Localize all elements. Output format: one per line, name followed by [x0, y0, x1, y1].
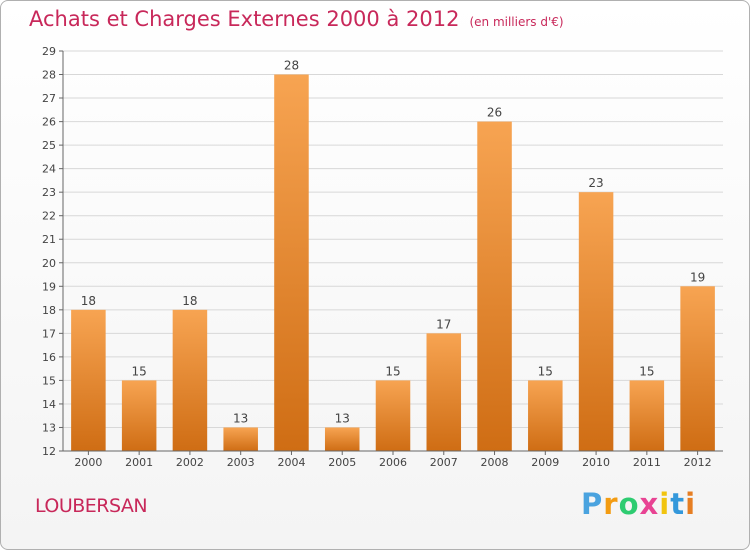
- bar: [680, 286, 715, 451]
- x-tick-label: 2004: [277, 456, 305, 469]
- x-tick-label: 2001: [125, 456, 153, 469]
- data-label: 15: [538, 364, 553, 378]
- y-tick-label: 27: [42, 92, 56, 105]
- y-tick-label: 25: [42, 139, 56, 152]
- data-label: 19: [690, 270, 705, 284]
- y-tick-label: 29: [42, 45, 56, 58]
- y-axis-ticks: 12 13 14 15 16 17 18 19 20 21 22 23 24 25 26 27 28 29: [42, 45, 63, 458]
- x-axis-ticks: 2000 2001 2002 2003 2004 2005 2006 2007 2008 2009…: [74, 451, 712, 469]
- data-label: 23: [588, 176, 603, 190]
- x-tick-label: 2012: [684, 456, 712, 469]
- brand-letter: r: [603, 487, 619, 521]
- y-tick-label: 14: [42, 398, 56, 411]
- bar: [324, 427, 360, 451]
- commune-name: LOUBERSAN: [35, 495, 148, 517]
- bar: [629, 380, 665, 451]
- brand-letter: i: [685, 487, 697, 521]
- bar: [71, 309, 106, 451]
- chart-title-text: Achats et Charges Externes 2000 à 2012: [29, 7, 460, 31]
- y-tick-label: 19: [42, 280, 56, 293]
- bar: [274, 74, 309, 451]
- axes: [62, 51, 723, 452]
- x-tick-label: 2005: [328, 456, 356, 469]
- data-label: 15: [132, 364, 147, 378]
- x-tick-label: 2007: [430, 456, 458, 469]
- y-tick-label: 28: [42, 69, 56, 82]
- brand-letter: t: [670, 487, 686, 521]
- brand-logo: Proxiti: [581, 487, 696, 521]
- y-tick-label: 13: [42, 421, 56, 434]
- bar: [528, 380, 563, 451]
- data-label: 15: [639, 364, 654, 378]
- data-label: 17: [436, 317, 451, 331]
- y-tick-label: 17: [42, 327, 56, 340]
- y-tick-label: 16: [42, 351, 56, 364]
- bar: [477, 121, 512, 452]
- x-tick-label: 2009: [531, 456, 559, 469]
- chart-title: Achats et Charges Externes 2000 à 2012 (e…: [29, 7, 564, 31]
- x-tick-label: 2000: [74, 456, 102, 469]
- brand-letter: x: [639, 487, 660, 521]
- x-tick-label: 2003: [227, 456, 255, 469]
- y-tick-label: 22: [42, 210, 56, 223]
- x-tick-label: 2008: [481, 456, 509, 469]
- bar: [578, 192, 614, 452]
- brand-letter: i: [659, 487, 671, 521]
- bar: [172, 309, 208, 451]
- y-tick-label: 24: [42, 163, 56, 176]
- brand-letter: o: [618, 487, 640, 521]
- data-label: 13: [335, 411, 350, 425]
- y-tick-label: 18: [42, 304, 56, 317]
- y-tick-label: 26: [42, 116, 56, 129]
- bar: [121, 380, 157, 451]
- y-tick-label: 21: [42, 233, 56, 246]
- data-label: 28: [284, 59, 299, 73]
- bars: 18 15 18 13 28 13 15 17 26 15 23 15 19: [71, 59, 715, 452]
- bar: [375, 380, 411, 451]
- chart-subtitle: (en milliers d'€): [469, 15, 564, 29]
- y-tick-label: 20: [42, 257, 56, 270]
- bar: [223, 427, 258, 451]
- bar: [426, 333, 462, 451]
- x-tick-label: 2011: [633, 456, 661, 469]
- y-tick-label: 15: [42, 374, 56, 387]
- data-label: 18: [81, 294, 96, 308]
- x-tick-label: 2002: [176, 456, 204, 469]
- data-label: 26: [487, 106, 502, 120]
- data-label: 13: [233, 411, 248, 425]
- x-tick-label: 2006: [379, 456, 407, 469]
- x-tick-label: 2010: [582, 456, 610, 469]
- data-label: 15: [385, 364, 400, 378]
- y-tick-label: 23: [42, 186, 56, 199]
- brand-letter: P: [581, 487, 604, 521]
- data-label: 18: [182, 294, 197, 308]
- y-tick-label: 12: [42, 445, 56, 458]
